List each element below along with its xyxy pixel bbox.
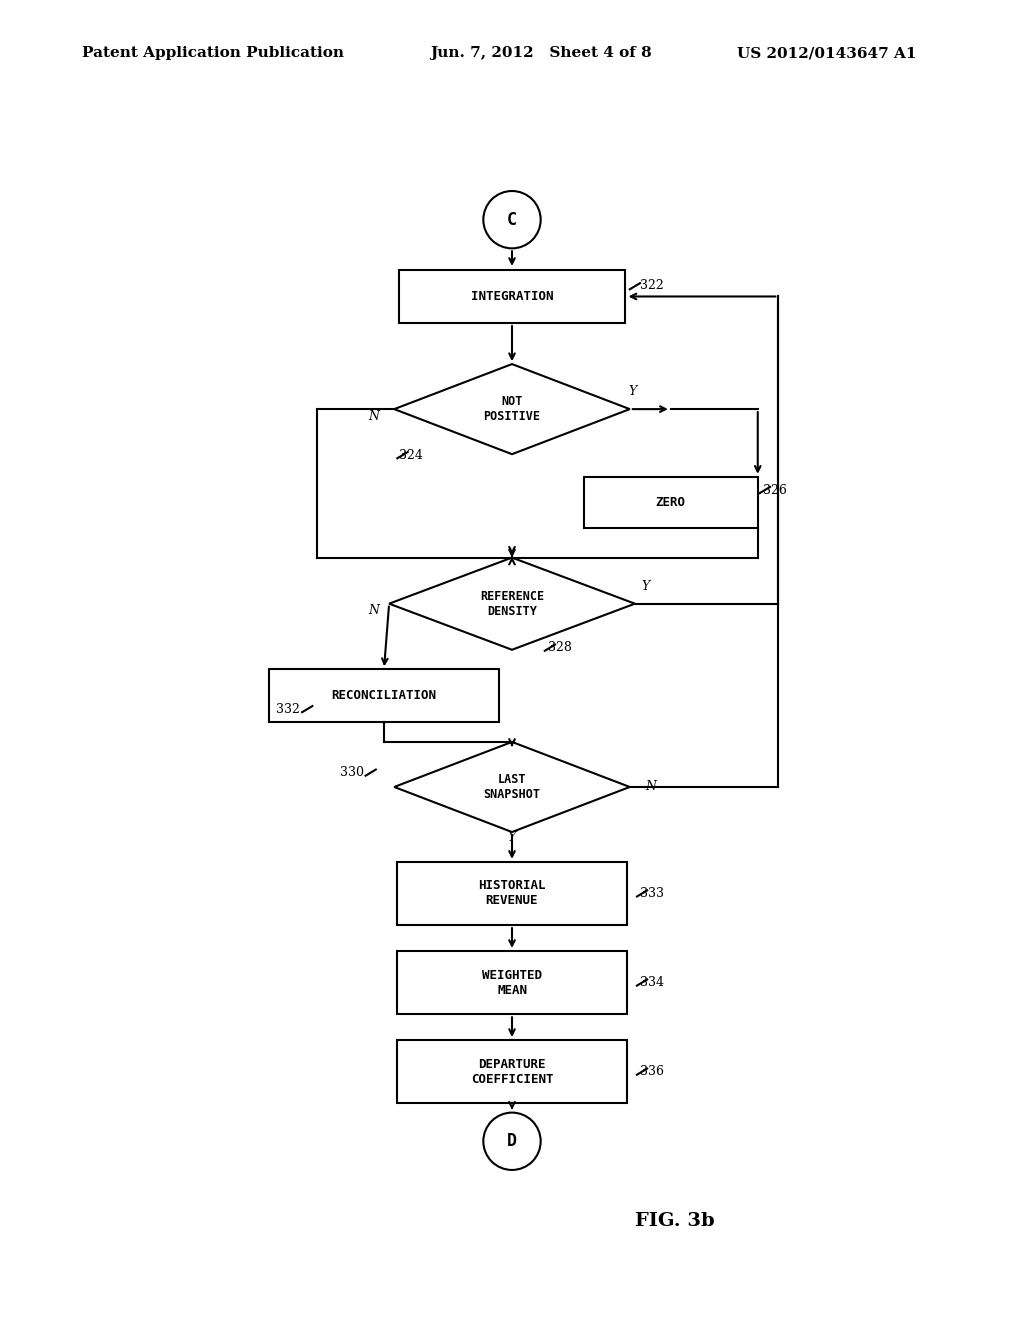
Text: Y: Y xyxy=(641,579,649,593)
Text: 328: 328 xyxy=(548,642,571,655)
Text: N: N xyxy=(645,780,656,793)
Text: DEPARTURE
COEFFICIENT: DEPARTURE COEFFICIENT xyxy=(471,1057,553,1085)
Text: Jun. 7, 2012   Sheet 4 of 8: Jun. 7, 2012 Sheet 4 of 8 xyxy=(430,46,652,61)
Polygon shape xyxy=(389,557,635,649)
Text: NOT
POSITIVE: NOT POSITIVE xyxy=(483,395,541,424)
Text: 334: 334 xyxy=(640,975,664,989)
Text: 326: 326 xyxy=(763,483,786,496)
Text: 330: 330 xyxy=(340,766,364,779)
Text: 336: 336 xyxy=(640,1065,664,1078)
Text: ZERO: ZERO xyxy=(655,496,686,508)
Text: Y: Y xyxy=(508,830,516,843)
FancyBboxPatch shape xyxy=(397,950,627,1014)
Text: 322: 322 xyxy=(640,279,664,292)
Text: RECONCILIATION: RECONCILIATION xyxy=(332,689,436,702)
Text: C: C xyxy=(507,211,517,228)
Text: 324: 324 xyxy=(399,449,423,462)
Text: INTEGRATION: INTEGRATION xyxy=(471,290,553,304)
Polygon shape xyxy=(394,364,630,454)
Text: FIG. 3b: FIG. 3b xyxy=(635,1212,715,1230)
FancyBboxPatch shape xyxy=(397,862,627,925)
Text: N: N xyxy=(369,605,379,618)
Text: WEIGHTED
MEAN: WEIGHTED MEAN xyxy=(482,969,542,997)
FancyBboxPatch shape xyxy=(399,269,625,323)
FancyBboxPatch shape xyxy=(397,1040,627,1104)
Text: LAST
SNAPSHOT: LAST SNAPSHOT xyxy=(483,774,541,801)
Text: Y: Y xyxy=(629,385,637,399)
Text: REFERENCE
DENSITY: REFERENCE DENSITY xyxy=(480,590,544,618)
Text: HISTORIAL
REVENUE: HISTORIAL REVENUE xyxy=(478,879,546,907)
Text: D: D xyxy=(507,1133,517,1150)
Text: 332: 332 xyxy=(276,702,300,715)
Circle shape xyxy=(483,191,541,248)
FancyBboxPatch shape xyxy=(584,477,758,528)
Text: Patent Application Publication: Patent Application Publication xyxy=(82,46,344,61)
Text: 333: 333 xyxy=(640,887,664,900)
FancyBboxPatch shape xyxy=(268,669,500,722)
Text: N: N xyxy=(369,409,379,422)
Polygon shape xyxy=(394,742,630,832)
Circle shape xyxy=(483,1113,541,1170)
Text: US 2012/0143647 A1: US 2012/0143647 A1 xyxy=(737,46,916,61)
